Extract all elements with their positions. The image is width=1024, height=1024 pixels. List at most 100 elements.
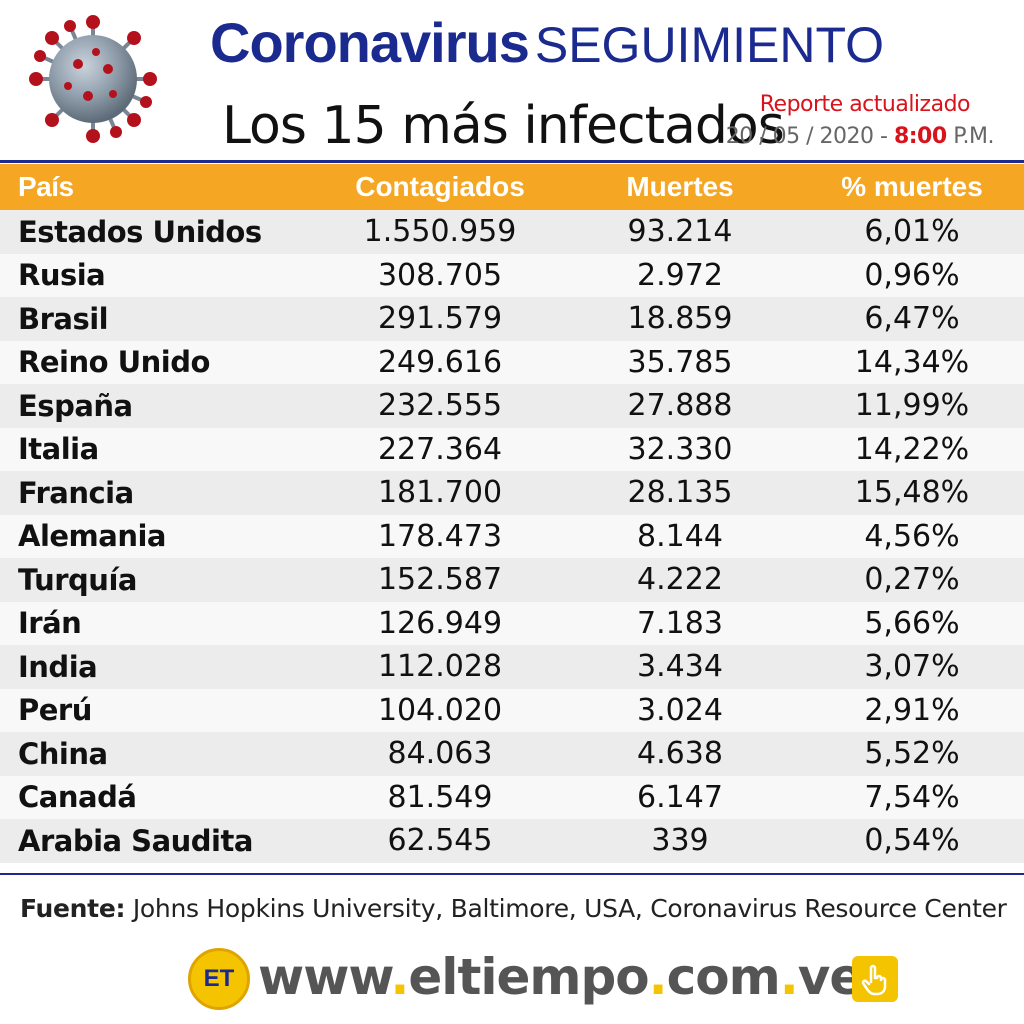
cell-country: Turquía bbox=[18, 562, 137, 597]
cell-pct: 14,22% bbox=[854, 431, 970, 467]
cell-deaths: 28.135 bbox=[627, 475, 733, 511]
cell-infected: 81.549 bbox=[387, 779, 493, 815]
eltiempo-logo: ET bbox=[188, 948, 250, 1010]
table-row: Estados Unidos 1.550.959 93.214 6,01% bbox=[0, 210, 1024, 254]
cell-country: Reino Unido bbox=[18, 345, 210, 380]
cell-country: Francia bbox=[18, 475, 134, 510]
table-row: Italia 227.364 32.330 14,22% bbox=[0, 427, 1024, 471]
cell-pct: 6,01% bbox=[864, 214, 960, 250]
cell-pct: 0,54% bbox=[864, 823, 960, 859]
cell-country: Alemania bbox=[18, 519, 167, 554]
cell-deaths: 18.859 bbox=[627, 301, 733, 337]
cell-infected: 126.949 bbox=[377, 605, 503, 641]
cell-deaths: 7.183 bbox=[637, 605, 723, 641]
cell-infected: 249.616 bbox=[377, 344, 503, 380]
data-table: País Contagiados Muertes % muertes Estad… bbox=[0, 164, 1024, 863]
cell-infected: 178.473 bbox=[377, 518, 503, 554]
cell-country: Arabia Saudita bbox=[18, 823, 253, 858]
table-row: India 112.028 3.434 3,07% bbox=[0, 645, 1024, 689]
cell-pct: 2,91% bbox=[864, 692, 960, 728]
cell-country: Italia bbox=[18, 432, 99, 467]
cell-infected: 181.700 bbox=[377, 475, 503, 511]
cell-deaths: 2.972 bbox=[637, 257, 723, 293]
table-row: Alemania 178.473 8.144 4,56% bbox=[0, 514, 1024, 558]
table-row: España 232.555 27.888 11,99% bbox=[0, 384, 1024, 428]
cell-deaths: 27.888 bbox=[627, 388, 733, 424]
cell-infected: 152.587 bbox=[377, 562, 503, 598]
url-dot: . bbox=[648, 948, 668, 1006]
table-row: Reino Unido 249.616 35.785 14,34% bbox=[0, 340, 1024, 384]
cell-country: China bbox=[18, 736, 108, 771]
source-text: Johns Hopkins University, Baltimore, USA… bbox=[125, 894, 1007, 923]
date-text: 20 / 05 / 2020 - bbox=[725, 124, 888, 149]
title-sub: SEGUIMIENTO bbox=[534, 17, 884, 73]
table-row: Perú 104.020 3.024 2,91% bbox=[0, 688, 1024, 732]
cell-pct: 5,52% bbox=[864, 736, 960, 772]
cell-pct: 6,47% bbox=[864, 301, 960, 337]
footer-divider bbox=[0, 873, 1024, 875]
cell-infected: 308.705 bbox=[377, 257, 503, 293]
cell-country: Brasil bbox=[18, 301, 109, 336]
header: Coronavirus SEGUIMIENTO Los 15 más infect… bbox=[0, 0, 1024, 163]
cell-infected: 62.545 bbox=[387, 823, 493, 859]
cell-deaths: 6.147 bbox=[637, 779, 723, 815]
cell-infected: 104.020 bbox=[377, 692, 503, 728]
table-row: Irán 126.949 7.183 5,66% bbox=[0, 601, 1024, 645]
table-row: Brasil 291.579 18.859 6,47% bbox=[0, 297, 1024, 341]
subtitle: Los 15 más infectados bbox=[222, 96, 785, 156]
cell-pct: 11,99% bbox=[854, 388, 970, 424]
table-header: País Contagiados Muertes % muertes bbox=[0, 164, 1024, 210]
cell-country: Rusia bbox=[18, 258, 106, 293]
cell-country: Irán bbox=[18, 606, 82, 641]
cell-deaths: 8.144 bbox=[637, 518, 723, 554]
header-infected: Contagiados bbox=[355, 171, 525, 202]
cell-pct: 7,54% bbox=[864, 779, 960, 815]
cell-country: España bbox=[18, 388, 133, 423]
url-part: eltiempo bbox=[408, 948, 649, 1006]
table-row: Francia 181.700 28.135 15,48% bbox=[0, 471, 1024, 515]
cell-deaths: 4.222 bbox=[637, 562, 723, 598]
table-row: China 84.063 4.638 5,52% bbox=[0, 732, 1024, 776]
coronavirus-icon bbox=[29, 15, 157, 143]
cell-pct: 4,56% bbox=[864, 518, 960, 554]
table-row: Canadá 81.549 6.147 7,54% bbox=[0, 775, 1024, 819]
cell-country: Canadá bbox=[18, 780, 137, 815]
url-part: www bbox=[258, 948, 391, 1006]
cell-pct: 15,48% bbox=[854, 475, 970, 511]
table-body: Estados Unidos 1.550.959 93.214 6,01% Rusia 3… bbox=[0, 210, 1024, 863]
website-url[interactable]: www.eltiempo.com.ve bbox=[258, 948, 863, 1006]
header-deaths: Muertes bbox=[626, 171, 734, 202]
table-row: Rusia 308.705 2.972 0,96% bbox=[0, 253, 1024, 297]
url-dot: . bbox=[779, 948, 799, 1006]
cell-deaths: 93.214 bbox=[627, 214, 733, 250]
cell-infected: 84.063 bbox=[387, 736, 493, 772]
cell-deaths: 32.330 bbox=[627, 431, 733, 467]
cell-infected: 1.550.959 bbox=[363, 214, 517, 250]
cell-deaths: 4.638 bbox=[637, 736, 723, 772]
cell-deaths: 339 bbox=[651, 823, 709, 859]
cell-country: Estados Unidos bbox=[18, 214, 262, 249]
cell-pct: 0,27% bbox=[864, 562, 960, 598]
report-date: 20 / 05 / 2020 - 8:00 P.M. bbox=[725, 124, 995, 149]
cell-deaths: 3.434 bbox=[637, 649, 723, 685]
brand-bar: ET www.eltiempo.com.ve bbox=[0, 942, 1024, 1024]
report-label: Reporte actualizado bbox=[759, 92, 971, 117]
cell-infected: 227.364 bbox=[377, 431, 503, 467]
cell-deaths: 35.785 bbox=[627, 344, 733, 380]
cell-country: India bbox=[18, 649, 98, 684]
cell-pct: 5,66% bbox=[864, 605, 960, 641]
title-main: Coronavirus bbox=[210, 11, 530, 74]
ampm-text: P.M. bbox=[953, 124, 994, 149]
cell-pct: 0,96% bbox=[864, 257, 960, 293]
cell-pct: 3,07% bbox=[864, 649, 960, 685]
app-title: Coronavirus SEGUIMIENTO bbox=[210, 10, 884, 75]
source-line: Fuente: Johns Hopkins University, Baltim… bbox=[20, 894, 1007, 923]
cell-infected: 291.579 bbox=[377, 301, 503, 337]
url-part: com bbox=[666, 948, 781, 1006]
header-country: País bbox=[18, 171, 74, 202]
cell-infected: 112.028 bbox=[377, 649, 503, 685]
cell-deaths: 3.024 bbox=[637, 692, 723, 728]
cell-pct: 14,34% bbox=[854, 344, 970, 380]
time-text: 8:00 bbox=[893, 124, 947, 149]
touch-hand-icon bbox=[852, 956, 898, 1002]
